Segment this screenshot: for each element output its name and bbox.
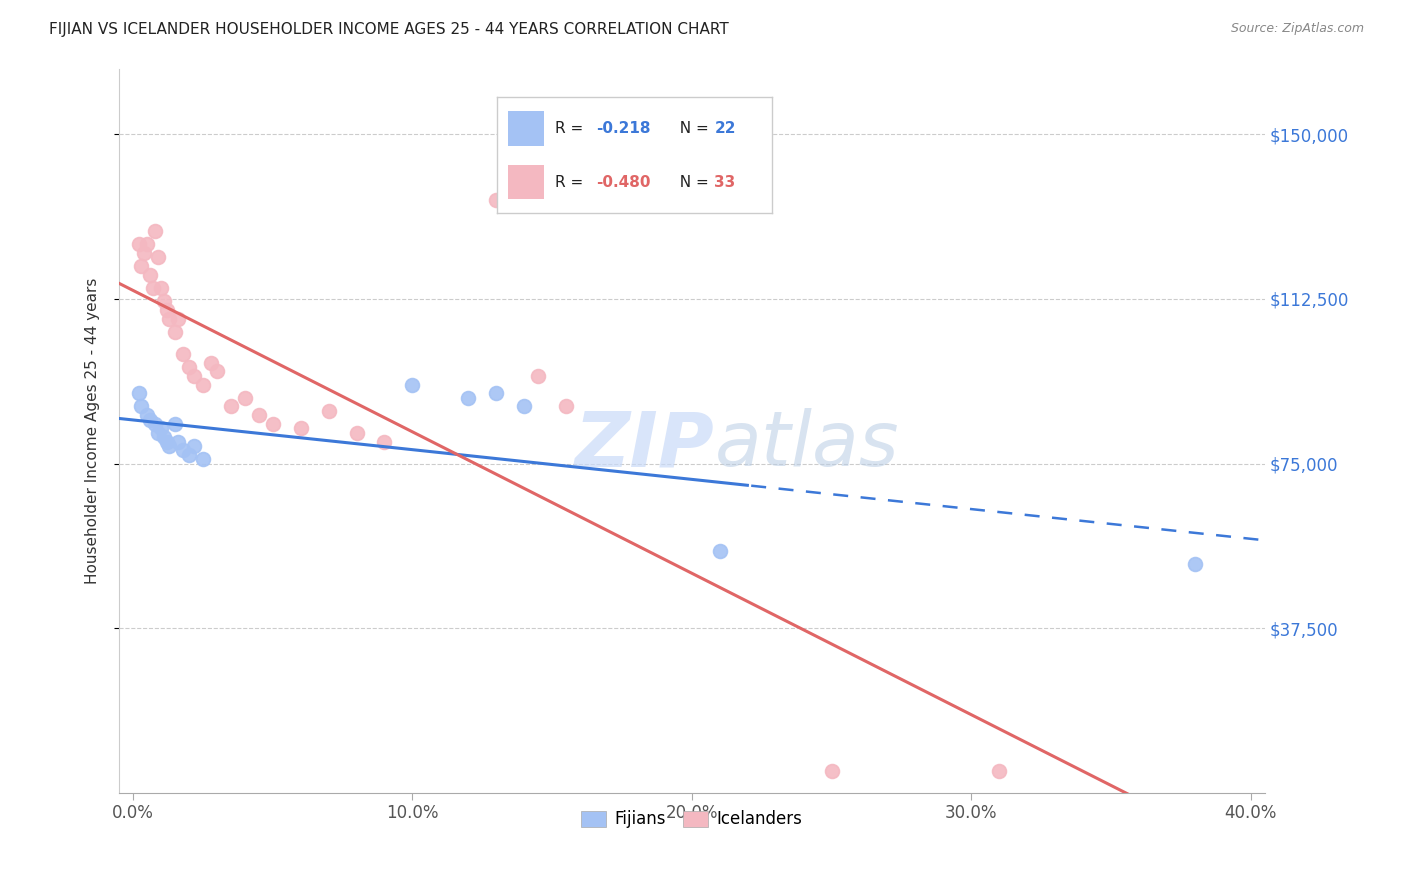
Point: [1184, 558, 1206, 572]
Point: [709, 544, 731, 558]
Y-axis label: Householder Income Ages 25 - 44 years: Householder Income Ages 25 - 44 years: [86, 277, 100, 583]
Point: [146, 425, 169, 440]
Point: [290, 421, 312, 435]
Point: [527, 368, 550, 383]
Point: [166, 434, 188, 449]
Point: [155, 302, 177, 317]
Point: [131, 400, 153, 414]
Point: [183, 439, 205, 453]
Point: [183, 368, 205, 383]
Point: [149, 421, 172, 435]
Point: [128, 386, 150, 401]
Point: [247, 409, 270, 423]
Point: [401, 377, 423, 392]
Point: [145, 417, 167, 431]
Point: [172, 347, 194, 361]
Text: Source: ZipAtlas.com: Source: ZipAtlas.com: [1230, 22, 1364, 36]
Point: [157, 439, 180, 453]
Text: atlas: atlas: [714, 408, 900, 482]
Point: [262, 417, 284, 431]
Point: [146, 250, 169, 264]
Point: [191, 452, 214, 467]
Point: [200, 355, 222, 369]
Point: [163, 417, 186, 431]
Point: [152, 430, 174, 444]
Point: [163, 325, 186, 339]
Point: [136, 409, 159, 423]
Point: [233, 391, 256, 405]
Point: [205, 364, 228, 378]
Point: [191, 377, 214, 392]
Point: [485, 386, 508, 401]
Point: [346, 425, 368, 440]
Point: [136, 237, 159, 252]
Point: [152, 294, 174, 309]
Point: [513, 400, 536, 414]
Point: [457, 391, 479, 405]
Text: FIJIAN VS ICELANDER HOUSEHOLDER INCOME AGES 25 - 44 YEARS CORRELATION CHART: FIJIAN VS ICELANDER HOUSEHOLDER INCOME A…: [49, 22, 728, 37]
Point: [988, 764, 1011, 778]
Point: [318, 404, 340, 418]
Legend: Fijians, Icelanders: Fijians, Icelanders: [575, 804, 808, 835]
Point: [142, 281, 165, 295]
Point: [373, 434, 395, 449]
Point: [172, 443, 194, 458]
Point: [177, 448, 200, 462]
Point: [145, 224, 167, 238]
Point: [555, 400, 578, 414]
Point: [131, 259, 153, 273]
Point: [166, 311, 188, 326]
Point: [155, 434, 177, 449]
Point: [485, 193, 508, 207]
Point: [139, 268, 162, 282]
Point: [219, 400, 242, 414]
Point: [820, 764, 842, 778]
Point: [157, 311, 180, 326]
Point: [128, 237, 150, 252]
Point: [177, 359, 200, 374]
Point: [149, 281, 172, 295]
Point: [134, 245, 156, 260]
Text: ZIP: ZIP: [575, 408, 714, 482]
Point: [139, 412, 162, 426]
